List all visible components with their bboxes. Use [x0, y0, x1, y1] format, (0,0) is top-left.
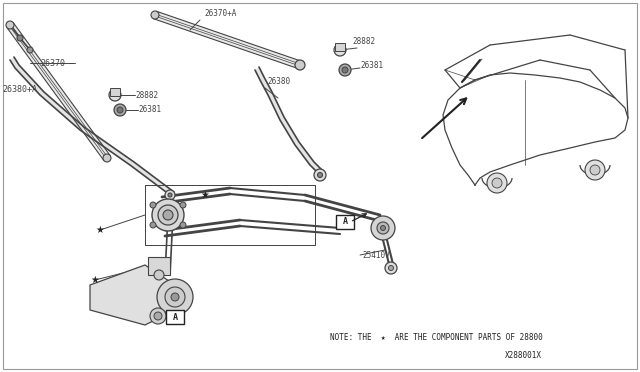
Circle shape: [17, 35, 23, 41]
Circle shape: [165, 190, 175, 200]
Circle shape: [165, 287, 185, 307]
Bar: [335, 43, 345, 51]
Circle shape: [585, 160, 605, 180]
Polygon shape: [255, 67, 324, 175]
Text: 26370+A: 26370+A: [204, 9, 236, 17]
Circle shape: [171, 293, 179, 301]
Polygon shape: [7, 23, 110, 160]
Circle shape: [590, 165, 600, 175]
Text: ★: ★: [95, 225, 104, 235]
Circle shape: [295, 60, 305, 70]
Circle shape: [492, 178, 502, 188]
Circle shape: [317, 173, 323, 177]
Text: 28882: 28882: [352, 38, 375, 46]
Text: X288001X: X288001X: [505, 350, 542, 359]
Text: 25410V: 25410V: [362, 250, 390, 260]
Bar: [336, 215, 354, 229]
Circle shape: [381, 225, 385, 231]
Text: NOTE: THE  ★  ARE THE COMPONENT PARTS OF 28800: NOTE: THE ★ ARE THE COMPONENT PARTS OF 2…: [330, 334, 543, 343]
Circle shape: [334, 44, 346, 56]
Polygon shape: [10, 57, 174, 195]
Circle shape: [158, 205, 178, 225]
Bar: [110, 88, 120, 96]
Circle shape: [6, 21, 14, 29]
Circle shape: [27, 47, 33, 53]
Text: ★: ★: [91, 275, 99, 285]
Circle shape: [377, 222, 389, 234]
Circle shape: [114, 104, 126, 116]
Text: 26381: 26381: [360, 61, 383, 70]
Circle shape: [385, 262, 397, 274]
Text: A: A: [173, 312, 177, 321]
Polygon shape: [90, 265, 175, 325]
Polygon shape: [154, 11, 301, 69]
Circle shape: [180, 222, 186, 228]
Circle shape: [157, 279, 193, 315]
Circle shape: [150, 308, 166, 324]
Circle shape: [154, 312, 162, 320]
Circle shape: [109, 89, 121, 101]
Circle shape: [103, 154, 111, 162]
Circle shape: [180, 202, 186, 208]
Circle shape: [154, 270, 164, 280]
Circle shape: [150, 202, 156, 208]
Text: 26381: 26381: [138, 106, 161, 115]
Circle shape: [168, 193, 172, 197]
Text: A: A: [342, 218, 348, 227]
Circle shape: [117, 107, 123, 113]
Text: 26380: 26380: [267, 77, 290, 87]
Circle shape: [371, 216, 395, 240]
Circle shape: [151, 11, 159, 19]
Bar: [145, 185, 315, 245]
Text: 26380+A: 26380+A: [2, 86, 37, 94]
Bar: [148, 257, 170, 275]
Circle shape: [487, 173, 507, 193]
Text: 26370: 26370: [40, 58, 65, 67]
Circle shape: [339, 64, 351, 76]
Circle shape: [152, 199, 184, 231]
Circle shape: [388, 266, 394, 270]
Bar: [166, 310, 184, 324]
Circle shape: [314, 169, 326, 181]
Circle shape: [163, 210, 173, 220]
Circle shape: [342, 67, 348, 73]
Text: 28882: 28882: [135, 90, 158, 99]
Text: ★: ★: [200, 190, 209, 200]
Circle shape: [150, 222, 156, 228]
